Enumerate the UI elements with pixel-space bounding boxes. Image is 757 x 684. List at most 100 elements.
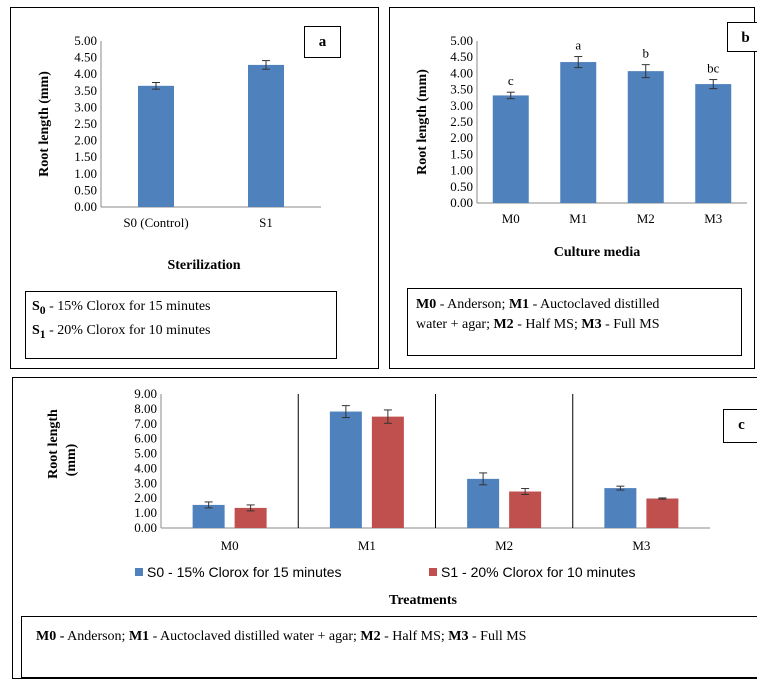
legend-swatch (429, 568, 437, 576)
bar (329, 411, 362, 528)
panel-c: 0.00 1.00 2.00 3.00 4.00 5.00 6.00 7.00 8.00 9.00… (12, 377, 757, 679)
y-tick-label: 5.00 (450, 33, 473, 48)
x-tick-label: M2 (637, 211, 655, 226)
legend-segment: - Anderson; (436, 297, 509, 312)
y-tick-label: 0.00 (450, 195, 473, 210)
legend-segment: M2 (493, 317, 514, 332)
legend-segment: - Full MS (468, 629, 527, 644)
panel-a-legend: S0 - 15% Clorox for 15 minutes S1 - 20% C… (25, 291, 337, 359)
x-axis-title: Culture media (554, 245, 640, 260)
y-tick-label: 0.50 (450, 179, 473, 194)
legend-subscript: 1 (39, 327, 46, 341)
legend-segment: - Half MS; (513, 317, 582, 332)
y-tick-label: 4.00 (450, 65, 473, 80)
legend-segment: M3 (581, 317, 602, 332)
y-tick-label: 1.00 (134, 505, 157, 520)
y-tick-label: 1.00 (74, 166, 97, 181)
legend-line: S0 - 15% Clorox for 15 minutes (32, 297, 330, 321)
legend-text: - 15% Clorox for 15 minutes (45, 299, 211, 314)
panel-b-legend: M0 - Anderson; M1 - Auctoclaved distille… (407, 288, 742, 356)
chart-c: 0.001.002.003.004.005.006.007.008.009.00… (46, 386, 710, 608)
x-tick-label: M0 (221, 538, 239, 553)
legend-segment: M1 (128, 629, 150, 644)
legend-segment: M0 - (36, 629, 65, 644)
y-tick-label: 9.00 (134, 386, 157, 401)
legend-label: S1 - 20% Clorox for 10 minutes (441, 564, 636, 580)
y-tick-label: 8.00 (134, 401, 157, 416)
x-axis-title: Sterilization (167, 258, 240, 273)
legend-segment: - Auctoclaved distilled (529, 297, 660, 312)
y-axis-title-unit: (mm) (64, 443, 79, 476)
legend-segment: - Half MS; (380, 629, 449, 644)
y-axis-title: Root length (mm) (415, 69, 430, 175)
legend-label: S0 - 15% Clorox for 15 minutes (147, 564, 342, 580)
y-tick-label: 2.50 (74, 116, 97, 131)
y-tick-label: 3.00 (450, 98, 473, 113)
x-tick-label: M1 (358, 538, 376, 553)
y-tick-label: 5.00 (134, 446, 157, 461)
legend-swatch (135, 568, 143, 576)
x-tick-label: S1 (259, 215, 273, 230)
y-tick-label: 2.50 (450, 114, 473, 129)
panel-c-tag: c (723, 409, 757, 443)
y-axis-title: Root length (46, 409, 61, 479)
y-tick-label: 4.00 (134, 460, 157, 475)
x-tick-label: M3 (704, 211, 722, 226)
bar (371, 416, 404, 528)
y-tick-label: 0.00 (134, 520, 157, 535)
legend-segment: M0 (416, 297, 437, 312)
y-tick-label: 1.50 (450, 146, 473, 161)
legend-segment: M1 (508, 297, 530, 312)
bar (560, 62, 597, 204)
significance-label: c (508, 73, 514, 88)
legend-line: M0 - Anderson; M1 - Auctoclaved distille… (36, 627, 748, 647)
bar (646, 498, 679, 528)
y-tick-label: 4.50 (74, 50, 97, 65)
y-tick-label: 2.00 (134, 490, 157, 505)
significance-label: bc (707, 61, 720, 76)
y-tick-label: 3.00 (74, 99, 97, 114)
legend-segment: water + agar; (416, 317, 494, 332)
bar (467, 478, 500, 528)
y-tick-label: 1.00 (450, 163, 473, 178)
legend-segment: - Full MS (601, 317, 660, 332)
y-tick-label: 6.00 (134, 431, 157, 446)
y-tick-label: 2.00 (74, 133, 97, 148)
legend-symbol: S (32, 322, 40, 338)
bar (248, 64, 284, 208)
y-tick-label: 3.00 (134, 475, 157, 490)
panel-b: 0.00 0.50 1.00 1.50 2.00 2.50 3.00 3.50 4.00 4.50… (389, 7, 757, 369)
legend-symbol: S (32, 299, 40, 314)
bar (509, 491, 542, 528)
bar (627, 71, 664, 203)
panel-a: 0.00 0.50 1.00 1.50 2.00 2.50 3.00 3.50 4.00 4.50… (10, 7, 379, 369)
y-axis-title: Root length (mm) (37, 71, 52, 177)
legend-segment: M2 (360, 629, 381, 644)
y-tick-label: 3.50 (74, 83, 97, 98)
bar (604, 488, 637, 528)
legend-segment: Anderson; (64, 629, 129, 644)
y-tick-label: 1.50 (74, 149, 97, 164)
legend-text: - 20% Clorox for 10 minutes (45, 322, 211, 338)
x-tick-label: M0 (502, 211, 520, 226)
y-tick-label: 2.00 (450, 130, 473, 145)
y-tick-label: 5.00 (74, 33, 97, 48)
y-tick-label: 4.50 (450, 49, 473, 64)
chart-a: 0.00 0.501.00 1.502.00 2.50 3.003.50 4.004.50… (37, 33, 321, 273)
bar (192, 504, 225, 528)
x-tick-label: M3 (632, 538, 650, 553)
bar (234, 507, 267, 528)
legend-line: M0 - Anderson; M1 - Auctoclaved distille… (416, 295, 733, 315)
x-tick-label: S0 (Control) (123, 215, 188, 230)
x-axis-title: Treatments (389, 593, 457, 608)
y-tick-label: 4.00 (74, 66, 97, 81)
panel-c-legend: M0 - Anderson; M1 - Auctoclaved distille… (21, 616, 757, 678)
chart-b: 0.000.501.00 1.502.002.503.003.50 4.004.50… (415, 33, 747, 260)
panel-b-tag: b (727, 22, 757, 52)
y-tick-label: 3.50 (450, 82, 473, 97)
y-tick-label: 7.00 (134, 416, 157, 431)
x-tick-label: M1 (569, 211, 587, 226)
significance-label: b (643, 46, 650, 61)
legend-segment: - Auctoclaved distilled water + agar; (149, 629, 361, 644)
legend-line: S1 - 20% Clorox for 10 minutes (32, 321, 330, 345)
